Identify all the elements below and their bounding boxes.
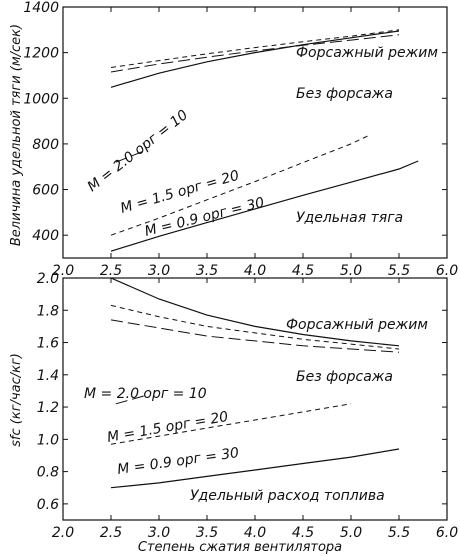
x-tick-label-0-6: 5.0 — [340, 263, 362, 279]
y-tick-label-1-4: 1.4 — [37, 368, 59, 384]
x-tick-label-0-1: 2.5 — [100, 263, 122, 279]
top-chart-caption: Удельная тяга — [296, 210, 403, 226]
y-tick-label-0-3: 1000 — [23, 91, 59, 107]
bottom-x-axis-label: Степень сжатия вентилятора — [138, 540, 342, 555]
x-tick-label-1-3: 3.5 — [196, 525, 218, 541]
series-line-0-2 — [110, 34, 400, 73]
chart-panel-0: 2.0 2.5 3.0 3.5 4.0 4.5 5.0 5.5 6.0 400 600 800 1000… — [23, 0, 458, 279]
x-tick-label-1-4: 4.0 — [244, 525, 266, 541]
series-line-0-4 — [110, 134, 371, 236]
y-tick-label-1-6: 1.8 — [37, 303, 59, 319]
series-line-1-5 — [110, 448, 400, 489]
series-line-1-4 — [110, 403, 352, 445]
x-tick-label-1-1: 2.5 — [100, 525, 122, 541]
x-tick-label-1-7: 5.5 — [388, 525, 410, 541]
series-line-0-0 — [110, 30, 400, 88]
top-label-m20: M = 2.0 орг = 10 — [85, 107, 192, 195]
bottom-dry-label: Без форсажа — [296, 369, 393, 385]
y-tick-label-1-1: 0.8 — [37, 465, 59, 481]
y-tick-label-0-4: 1200 — [23, 46, 59, 62]
x-tick-label-1-0: 2.0 — [52, 525, 74, 541]
series-line-1-3 — [115, 395, 145, 405]
series-line-0-1 — [110, 29, 400, 68]
top-y-axis-label: Величина удельной тяги (м/сек) — [9, 24, 24, 246]
y-tick-label-0-2: 800 — [32, 137, 59, 153]
x-tick-label-0-5: 4.5 — [292, 263, 314, 279]
y-tick-label-1-0: 0.6 — [37, 497, 59, 513]
x-tick-label-0-8: 6.0 — [436, 263, 458, 279]
series-line-0-3 — [115, 150, 145, 163]
x-tick-label-0-2: 3.0 — [148, 263, 170, 279]
bottom-afterburner-label: Форсажный режим — [286, 317, 428, 333]
y-tick-label-0-0: 400 — [32, 228, 59, 244]
top-dry-label: Без форсажа — [296, 86, 393, 102]
x-tick-label-0-7: 5.5 — [388, 263, 410, 279]
bottom-label-m20: M = 2.0 орг = 10 — [84, 386, 207, 402]
x-tick-label-1-2: 3.0 — [148, 525, 170, 541]
series-line-1-2 — [110, 319, 400, 353]
y-tick-label-1-2: 1.0 — [37, 432, 59, 448]
top-afterburner-label: Форсажный режим — [296, 45, 438, 61]
x-tick-label-1-6: 5.0 — [340, 525, 362, 541]
x-tick-label-0-3: 3.5 — [196, 263, 218, 279]
y-tick-label-1-3: 1.2 — [37, 400, 59, 416]
bottom-label-m09: M = 0.9 орг = 30 — [116, 445, 240, 478]
bottom-chart-caption: Удельный расход топлива — [190, 488, 385, 504]
series-line-1-1 — [110, 304, 400, 350]
y-tick-label-1-5: 1.6 — [37, 336, 59, 352]
x-tick-label-0-4: 4.0 — [244, 263, 266, 279]
series-line-0-5 — [110, 160, 419, 252]
x-tick-label-1-8: 6.0 — [436, 525, 458, 541]
y-tick-label-1-7: 2.0 — [37, 271, 59, 287]
y-tick-label-0-1: 600 — [32, 183, 59, 199]
chart-panel-1: 2.0 2.5 3.0 3.5 4.0 4.5 5.0 5.5 6.0 0.6 0.8 1.0 1.2 1… — [37, 271, 458, 541]
x-tick-label-1-5: 4.5 — [292, 525, 314, 541]
series-line-1-0 — [110, 277, 400, 347]
x-tick-label-0-0: 2.0 — [52, 263, 74, 279]
y-tick-label-0-5: 1400 — [23, 0, 59, 16]
bottom-y-axis-label: sfc (кг/час/кг) — [9, 353, 24, 447]
